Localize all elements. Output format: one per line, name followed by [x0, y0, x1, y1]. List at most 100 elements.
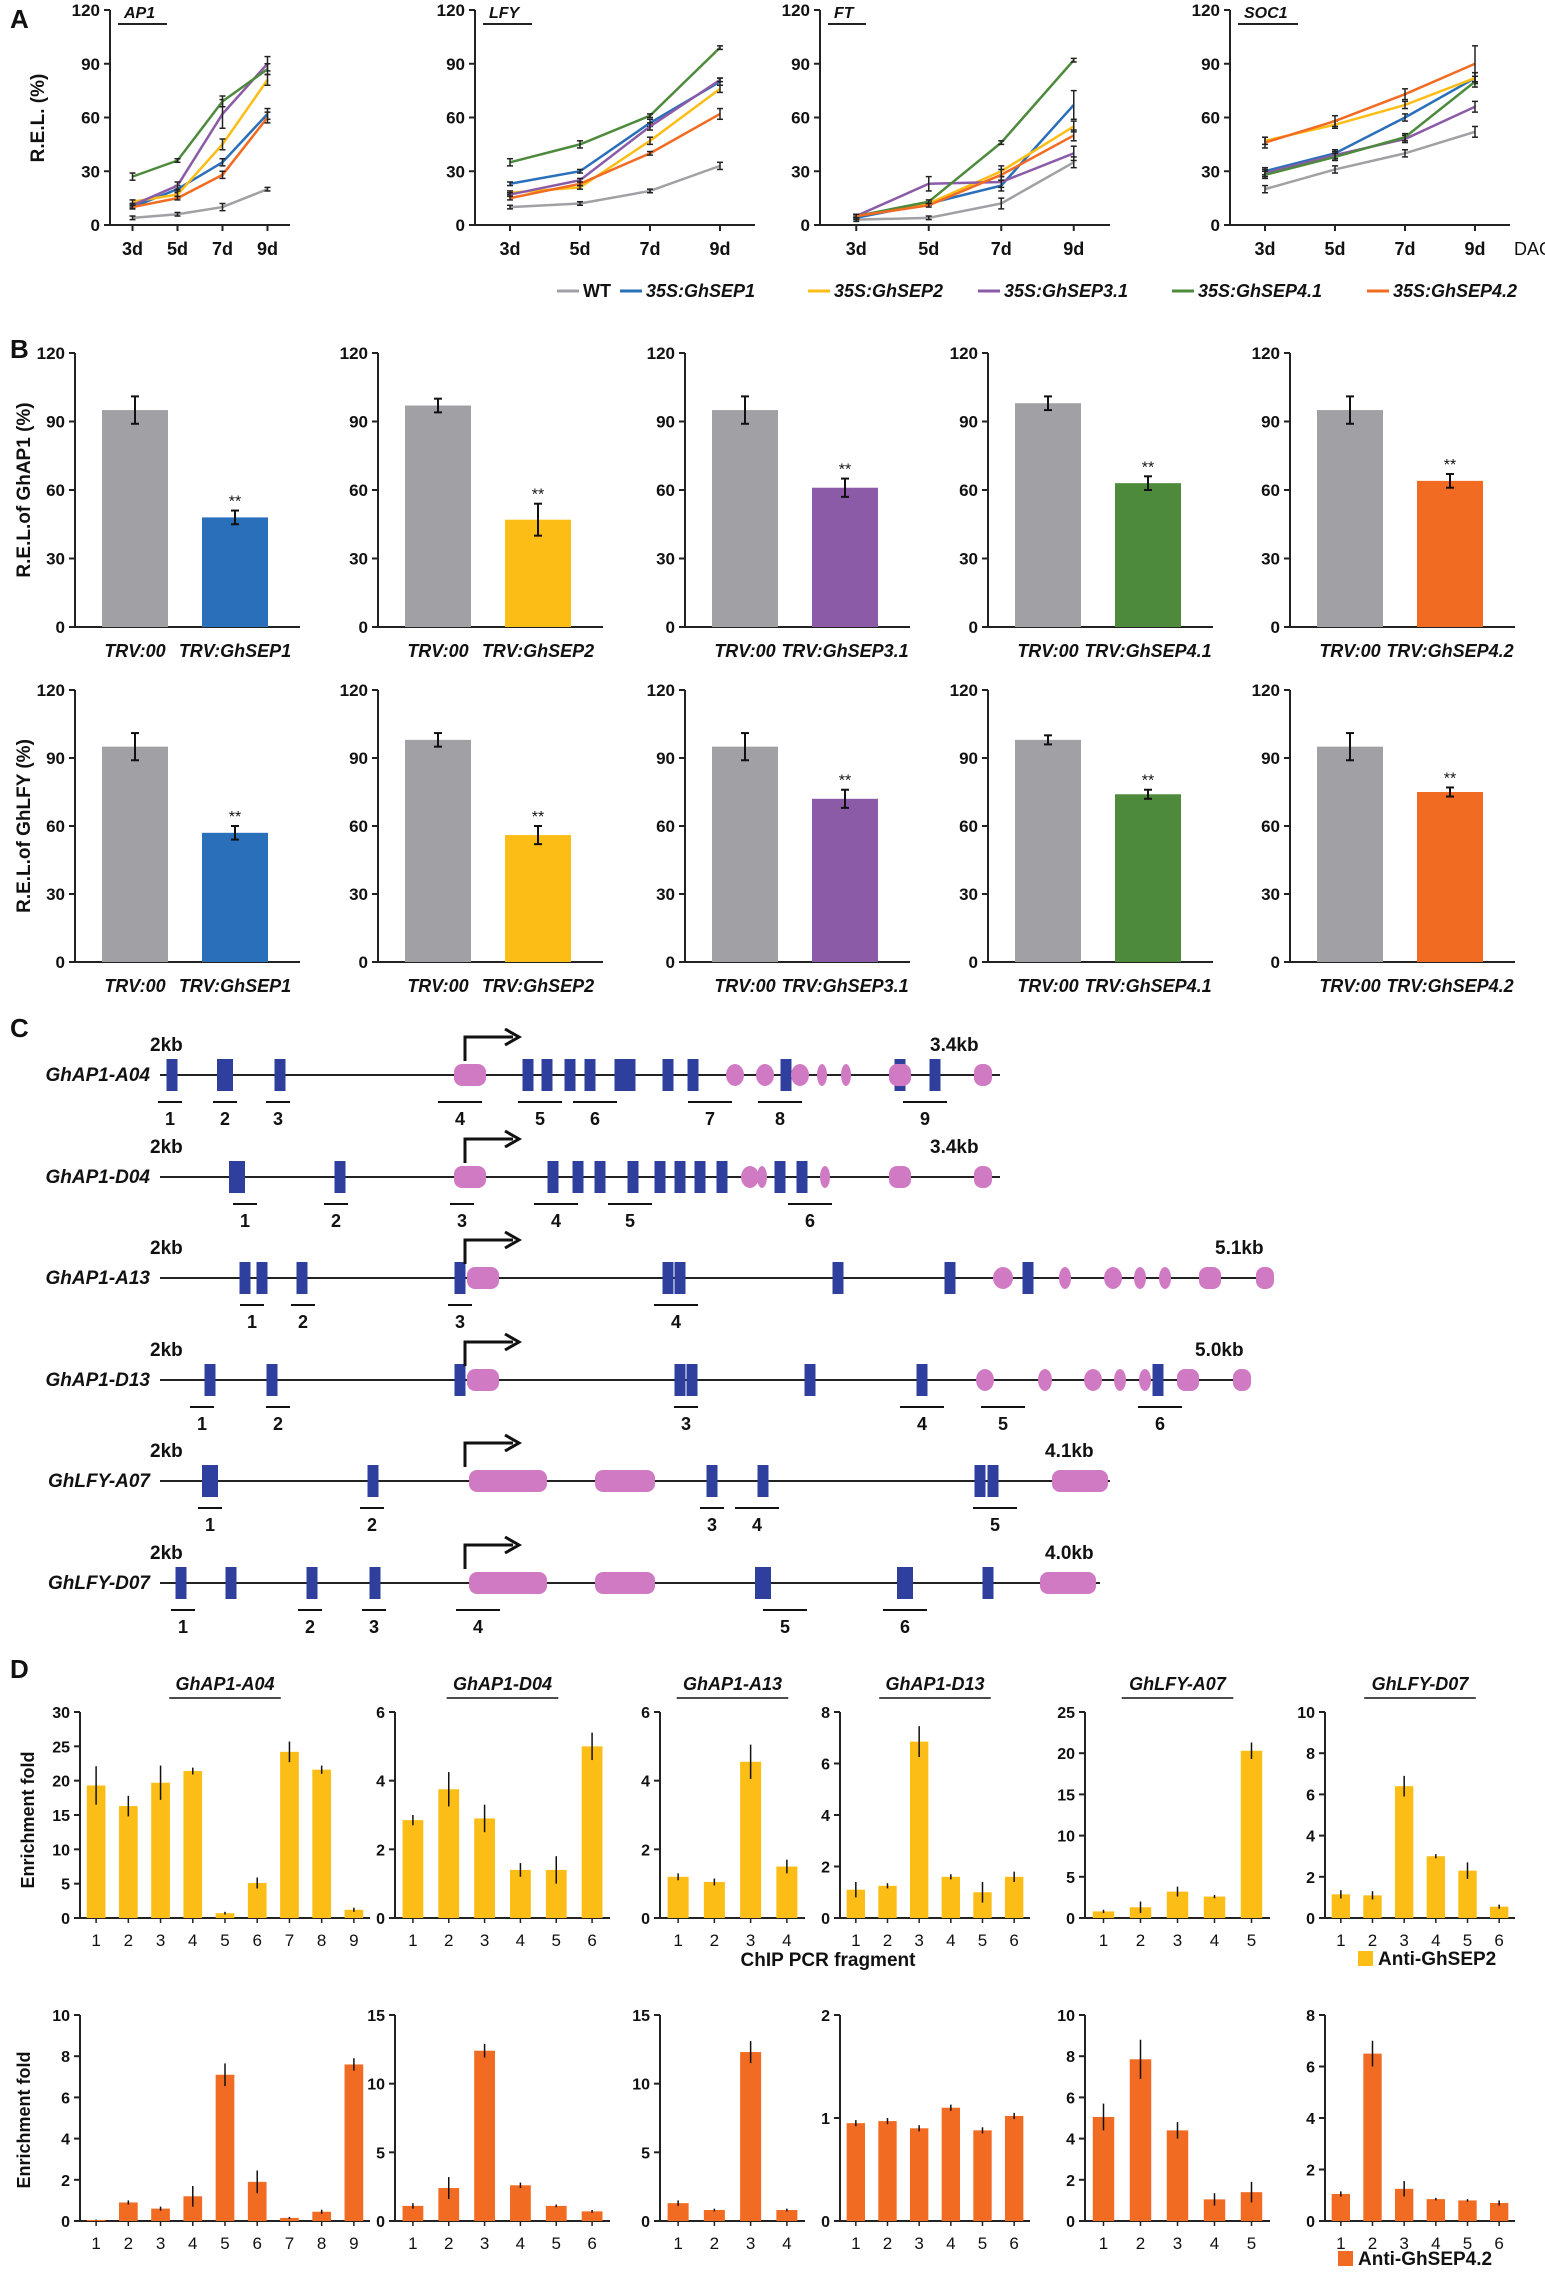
- x-tick-label: 5: [552, 2234, 561, 2253]
- bar: [846, 1889, 866, 1918]
- y-tick-label: 30: [656, 885, 675, 904]
- y-tick-label: 0: [969, 618, 978, 637]
- gene-name: GhLFY-A07: [48, 1471, 151, 1492]
- y-tick-label: 0: [1306, 1911, 1315, 1928]
- y-tick-label: 0: [56, 953, 65, 972]
- utr-exon: [469, 1470, 547, 1492]
- y-axis-title: R.E.L.of GhLFY (%): [14, 739, 35, 913]
- y-tick-label: 120: [340, 681, 368, 700]
- exon-block: [654, 1161, 666, 1193]
- y-tick-label: 30: [1201, 162, 1220, 181]
- x-tick-label: 6: [1494, 1931, 1503, 1950]
- series-line: [509, 164, 721, 209]
- x-tick-label: 4: [188, 1931, 197, 1950]
- scale-label: 2kb: [150, 1238, 183, 1259]
- y-tick-label: 60: [1261, 481, 1280, 500]
- significance-mark: **: [839, 773, 851, 790]
- bar: [1004, 1876, 1024, 1918]
- x-tick-label: 3: [480, 2234, 489, 2253]
- series-line: [132, 79, 269, 203]
- bar: [118, 1806, 138, 1918]
- y-tick-label: 120: [340, 344, 368, 363]
- fragment-label: 5: [780, 1617, 790, 1637]
- x-tick-label: TRV:GhSEP4.1: [1084, 641, 1211, 661]
- y-tick-label: 0: [359, 953, 368, 972]
- y-tick-label: 0: [1066, 1911, 1075, 1928]
- y-tick-label: 90: [1201, 55, 1220, 74]
- x-tick-label: 5: [978, 2234, 987, 2253]
- significance-mark: **: [229, 494, 241, 511]
- exon-block: [686, 1364, 698, 1396]
- bar: [102, 410, 168, 627]
- exon-block: [1022, 1262, 1034, 1294]
- y-tick-label: 0: [801, 216, 810, 235]
- utr-exon: [976, 1369, 994, 1391]
- exon-block: [716, 1161, 728, 1193]
- utr-exon: [791, 1064, 809, 1086]
- x-tick-label: 2: [883, 2234, 892, 2253]
- bar: [183, 1771, 203, 1918]
- series-line: [509, 46, 721, 164]
- chart-title: GhLFY-D07: [1372, 1674, 1470, 1694]
- y-tick-label: 0: [91, 216, 100, 235]
- exon-block: [229, 1161, 245, 1193]
- bar: [312, 1769, 332, 1918]
- x-tick-label: TRV:00: [407, 641, 468, 661]
- fragment-label: 2: [331, 1211, 341, 1231]
- series-line: [1264, 80, 1476, 177]
- x-tick-label: TRV:GhSEP4.1: [1084, 976, 1211, 996]
- utr-exon: [817, 1064, 827, 1086]
- utr-exon: [1139, 1369, 1151, 1391]
- x-tick-label: 4: [1210, 1931, 1219, 1950]
- y-tick-label: 2: [376, 1842, 385, 1859]
- x-tick-label: 2: [124, 2234, 133, 2253]
- bar: [712, 746, 778, 962]
- y-tick-label: 20: [52, 1774, 70, 1791]
- tss-arrow: [463, 1035, 513, 1061]
- y-tick-label: 0: [56, 618, 65, 637]
- bar: [941, 2107, 961, 2221]
- exon-block: [369, 1567, 381, 1599]
- fragment-label: 5: [998, 1414, 1008, 1434]
- x-tick-label: 3: [1173, 2234, 1182, 2253]
- legend-label: Anti-GhSEP4.2: [1358, 2249, 1492, 2270]
- bar: [1489, 2202, 1509, 2221]
- exon-block: [674, 1364, 686, 1396]
- bar: [1394, 2188, 1414, 2221]
- x-tick-label: 9: [349, 2234, 358, 2253]
- x-tick-label: TRV:00: [714, 641, 775, 661]
- bar: [740, 2052, 762, 2221]
- utr-exon: [1114, 1369, 1126, 1391]
- fragment-label: 1: [178, 1617, 188, 1637]
- bar: [909, 1741, 929, 1918]
- exon-block: [166, 1059, 178, 1091]
- utr-exon: [1256, 1267, 1274, 1289]
- scale-label: 2kb: [150, 1340, 183, 1361]
- y-tick-label: 90: [349, 749, 368, 768]
- exon-block: [541, 1059, 553, 1091]
- exon-block: [594, 1161, 606, 1193]
- bar: [405, 739, 471, 962]
- exon-block: [987, 1465, 999, 1497]
- x-tick-label: 9: [349, 1931, 358, 1950]
- bar: [1426, 2199, 1446, 2221]
- fragment-label: 2: [367, 1515, 377, 1535]
- bar: [438, 2188, 460, 2221]
- y-tick-label: 90: [791, 55, 810, 74]
- x-tick-label: 4: [516, 1931, 525, 1950]
- x-tick-label: 5d: [918, 239, 939, 259]
- fragment-label: 1: [197, 1414, 207, 1434]
- fragment-label: 5: [625, 1211, 635, 1231]
- x-tick-label: 9d: [1464, 239, 1485, 259]
- y-tick-label: 90: [1261, 749, 1280, 768]
- x-tick-label: 4: [782, 1931, 791, 1950]
- y-tick-label: 8: [61, 2049, 70, 2066]
- gene-name: GhAP1-A04: [45, 1065, 150, 1086]
- chart-title: GhAP1-D13: [885, 1674, 984, 1694]
- bar: [1004, 2115, 1024, 2221]
- y-tick-label: 90: [349, 413, 368, 432]
- bar: [545, 2205, 567, 2221]
- bar: [1489, 1906, 1509, 1918]
- chart-title: GhAP1-A04: [175, 1674, 274, 1694]
